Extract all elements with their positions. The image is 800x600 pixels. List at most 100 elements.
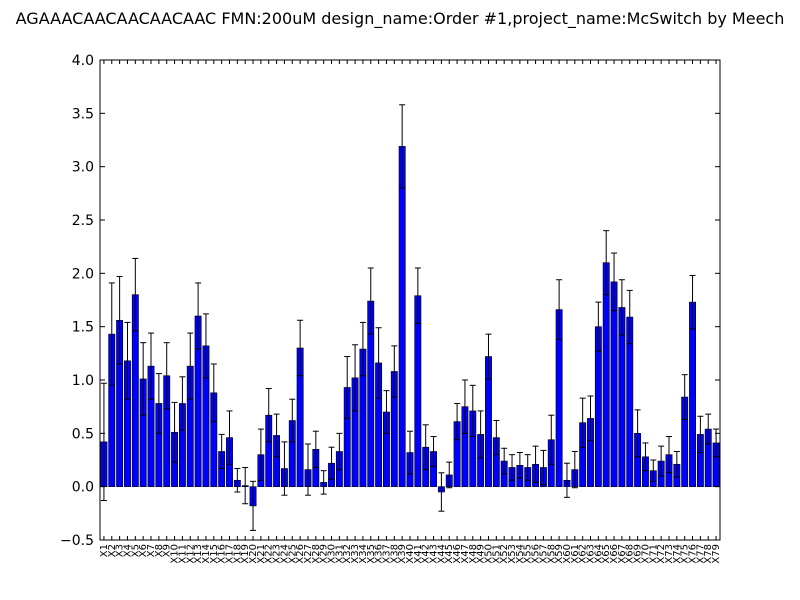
error-bars-group	[100, 104, 720, 531]
x-axis: X1X2X3X4X5X6X7X8X9X10X11X12X13X14X15X16X…	[99, 60, 722, 564]
x-tick-label: X62	[578, 544, 589, 564]
x-tick-label: X21	[256, 544, 267, 564]
x-tick-label: X9	[162, 544, 173, 557]
y-tick-label: 3.5	[72, 106, 94, 122]
x-tick-label: X29	[319, 544, 330, 564]
x-tick-label: X36	[374, 544, 385, 564]
x-tick-label: X34	[358, 544, 369, 564]
chart-title: AGAAACAACAACAACAAC FMN:200uM design_name…	[16, 9, 785, 29]
y-tick-label: 3.0	[72, 160, 94, 176]
x-tick-label: X3	[115, 544, 126, 557]
x-tick-label: X24	[279, 544, 290, 564]
x-tick-label: X32	[342, 544, 353, 564]
y-tick-label: 0.0	[72, 480, 94, 496]
bar-x76	[689, 301, 696, 487]
y-tick-label: 4.0	[72, 53, 94, 69]
x-tick-label: X1	[99, 544, 110, 557]
x-tick-label: X12	[185, 544, 196, 564]
x-tick-label: X11	[177, 544, 188, 564]
x-tick-label: X58	[546, 544, 557, 564]
x-tick-label: X65	[601, 544, 612, 564]
x-tick-label: X48	[468, 544, 479, 564]
x-tick-label: X76	[688, 544, 699, 564]
x-tick-label: X45	[444, 544, 455, 564]
x-tick-label: X70	[640, 544, 651, 564]
x-tick-label: X59	[554, 544, 565, 564]
y-axis: −0.5 0.0 0.5 1.0 1.5 2.0 2.5 3.0 3.5 4.0	[60, 53, 720, 549]
x-tick-label: X27	[303, 544, 314, 564]
x-tick-label: X13	[193, 544, 204, 564]
x-tick-label: X35	[366, 544, 377, 564]
bar-x39	[398, 146, 406, 487]
bar-x41	[414, 295, 422, 487]
x-tick-label: X64	[593, 544, 604, 564]
x-tick-label: X39	[397, 544, 408, 564]
x-tick-label: X38	[389, 544, 400, 564]
bar-x66	[610, 281, 618, 487]
x-tick-label: X28	[311, 544, 322, 564]
y-tick-label: −0.5	[60, 533, 94, 549]
x-tick-label: X19	[240, 544, 251, 564]
y-tick-label: 2.5	[72, 213, 94, 229]
x-tick-label: X40	[405, 544, 416, 564]
x-tick-label: X79	[711, 544, 722, 564]
x-tick-label: X49	[476, 544, 487, 564]
x-tick-label: X6	[138, 544, 149, 557]
x-tick-label: X37	[381, 544, 392, 564]
x-tick-label: X67	[617, 544, 628, 564]
x-tick-label: X73	[664, 544, 675, 564]
x-tick-label: X30	[327, 544, 338, 564]
x-tick-label: X71	[648, 544, 659, 564]
x-tick-label: X33	[350, 544, 361, 564]
x-tick-label: X46	[452, 544, 463, 564]
x-tick-label: X4	[122, 544, 133, 557]
x-tick-label: X22	[264, 544, 275, 564]
x-tick-label: X15	[209, 544, 220, 564]
x-tick-label: X56	[531, 544, 542, 564]
x-tick-label: X26	[295, 544, 306, 564]
x-tick-label: X74	[672, 544, 683, 564]
x-tick-label: X43	[429, 544, 440, 564]
x-tick-label: X31	[334, 544, 345, 564]
x-tick-label: X60	[562, 544, 573, 564]
x-tick-label: X78	[703, 544, 714, 564]
x-tick-label: X69	[633, 544, 644, 564]
x-tick-label: X18	[232, 544, 243, 564]
x-tick-label: X17	[224, 544, 235, 564]
x-tick-label: X5	[130, 544, 141, 557]
x-tick-label: X51	[491, 544, 502, 564]
x-tick-label: X20	[248, 544, 259, 564]
x-tick-label: X16	[217, 544, 228, 564]
x-tick-label: X8	[154, 544, 165, 557]
x-tick-label: X72	[656, 544, 667, 564]
x-tick-label: X61	[570, 544, 581, 564]
y-tick-label: 2.0	[72, 266, 94, 282]
x-tick-label: X23	[272, 544, 283, 564]
x-tick-label: X47	[460, 544, 471, 564]
x-tick-label: X66	[609, 544, 620, 564]
x-tick-label: X10	[170, 544, 181, 564]
bar-x65	[602, 262, 610, 487]
y-tick-label: 0.5	[72, 426, 94, 442]
x-tick-label: X7	[146, 544, 157, 557]
x-tick-label: X2	[107, 544, 118, 557]
x-tick-label: X57	[538, 544, 549, 564]
x-tick-label: X77	[695, 544, 706, 564]
x-tick-label: X42	[421, 544, 432, 564]
x-tick-label: X53	[507, 544, 518, 564]
x-tick-label: X54	[515, 544, 526, 564]
x-tick-label: X44	[436, 544, 447, 564]
x-tick-label: X14	[201, 544, 212, 564]
plot-frame	[99, 59, 721, 541]
x-tick-label: X68	[625, 544, 636, 564]
x-tick-label: X52	[499, 544, 510, 564]
x-tick-label: X25	[287, 544, 298, 564]
x-tick-label: X55	[523, 544, 534, 564]
x-tick-label: X63	[586, 544, 597, 564]
y-tick-label: 1.0	[72, 373, 94, 389]
x-tick-label: X50	[483, 544, 494, 564]
x-tick-label: X41	[413, 544, 424, 564]
x-tick-label: X75	[680, 544, 691, 564]
y-tick-label: 1.5	[72, 320, 94, 336]
